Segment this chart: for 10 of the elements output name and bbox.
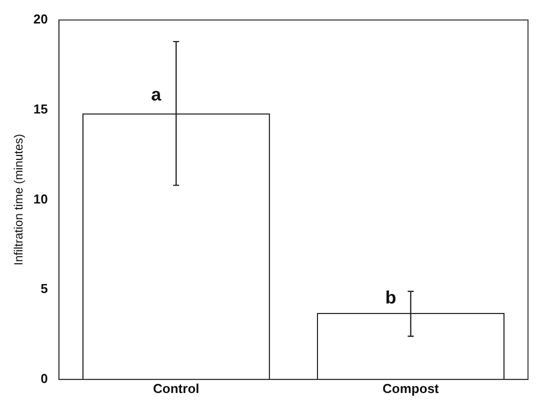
x-tick-label: Compost: [382, 380, 440, 396]
x-tick-label: Control: [153, 380, 200, 396]
y-tick-label: 15: [33, 101, 48, 116]
y-tick-label: 5: [40, 281, 48, 296]
y-axis-title: Infiltration time (minutes): [12, 134, 26, 266]
y-tick-label: 0: [40, 370, 48, 386]
annotation: a: [151, 84, 162, 104]
y-tick-label: 10: [33, 191, 48, 206]
y-tick-label: 20: [33, 12, 48, 27]
annotation: b: [385, 288, 396, 308]
